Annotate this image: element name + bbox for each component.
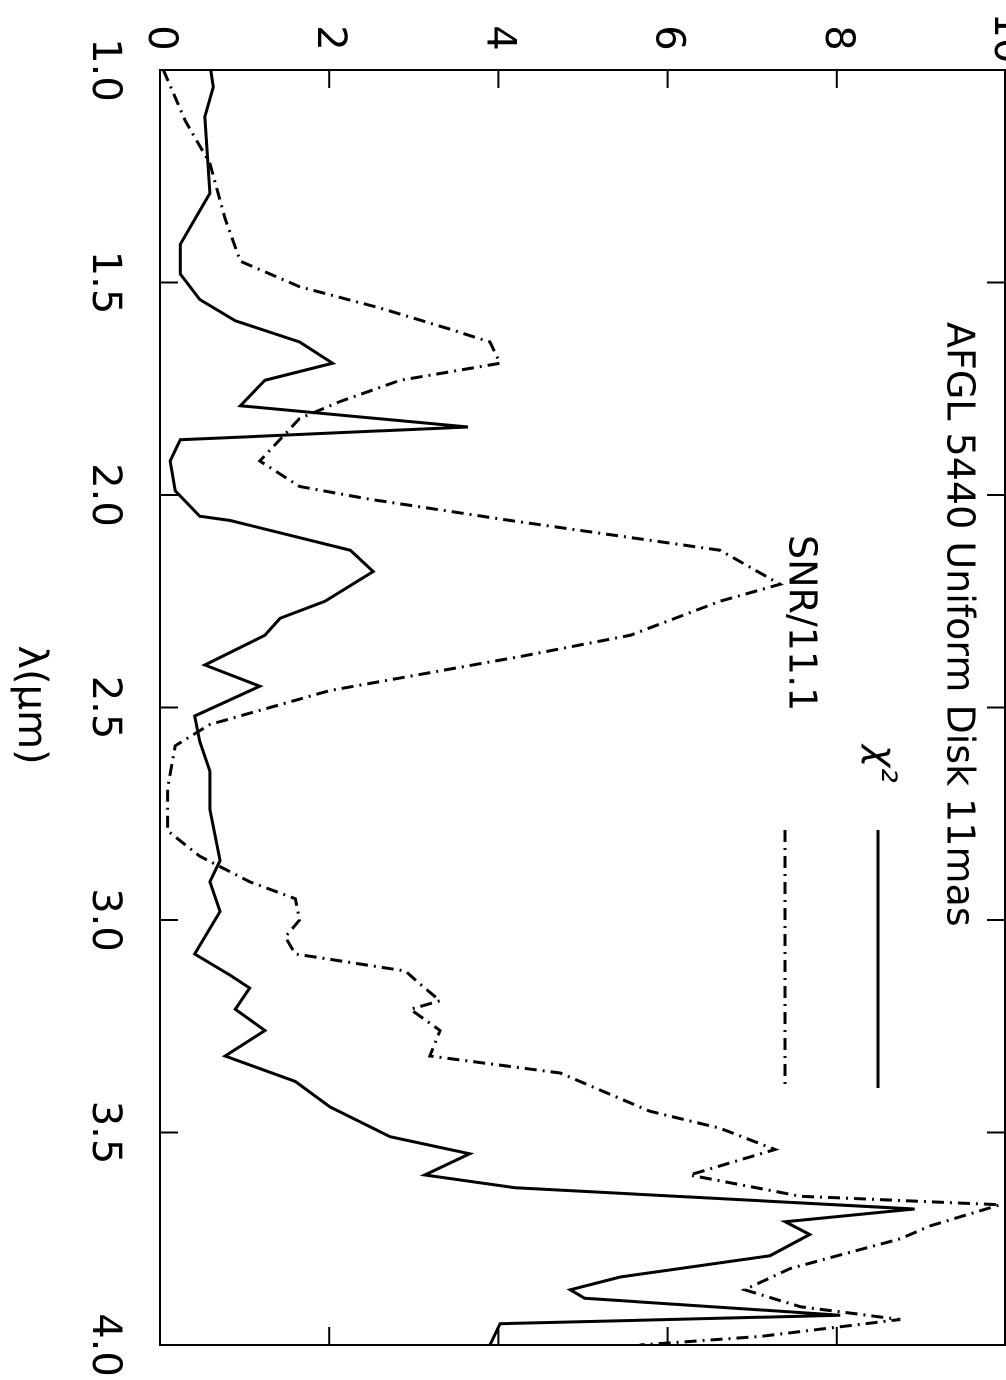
x-axis-label: λ(μm) (9, 645, 55, 764)
x-tick-label: 2.5 (83, 676, 129, 740)
series-line (162, 70, 1001, 1345)
y-tick-label: 0 (139, 25, 185, 50)
y-tick-label: 6 (647, 25, 693, 50)
curves (162, 70, 1001, 1345)
x-tick-label: 2.0 (83, 463, 129, 527)
y-tick-label: 2 (308, 25, 354, 50)
series-line (168, 70, 915, 1345)
x-tick-label: 3.0 (83, 888, 129, 952)
chart-title: AFGL 5440 Uniform Disk 11mas (939, 322, 983, 927)
y-tick-label: 4 (477, 25, 523, 50)
x-tick-label: 4.0 (83, 1313, 129, 1377)
x-tick-label: 3.5 (83, 1101, 129, 1165)
x-tick-label: 1.0 (83, 38, 129, 102)
y-tick-label: 10 (985, 13, 1006, 64)
plot-frame (159, 69, 1006, 1346)
series-label: SNR/11.1 (781, 535, 825, 711)
y-tick-label: 8 (816, 25, 862, 50)
x-tick-label: 1.5 (83, 251, 129, 315)
legend-label: χ² (861, 743, 905, 783)
